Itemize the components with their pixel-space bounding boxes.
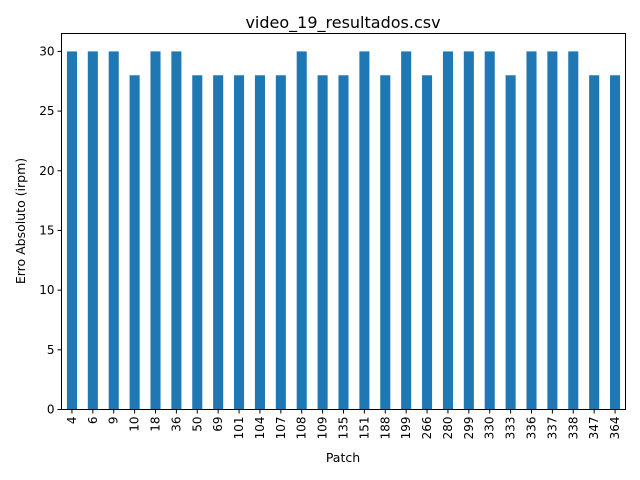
bar-4: [66, 51, 77, 410]
bar-188: [380, 75, 391, 410]
bar-10: [129, 75, 140, 410]
x-tick-label-36: 36: [169, 417, 183, 432]
bar-330: [484, 51, 495, 410]
bar-6: [87, 51, 98, 410]
bar-338: [568, 51, 579, 410]
y-tick-label-20: 20: [39, 164, 54, 178]
x-tick-label-299: 299: [462, 417, 476, 440]
bar-336: [526, 51, 537, 410]
x-tick-label-18: 18: [149, 417, 163, 432]
x-tick-label-6: 6: [86, 417, 100, 425]
x-tick-label-266: 266: [420, 417, 434, 440]
y-tick-label-15: 15: [39, 223, 54, 237]
bar-108: [296, 51, 307, 410]
x-tick-label-338: 338: [566, 417, 580, 440]
x-tick-label-10: 10: [128, 417, 142, 432]
bar-69: [213, 75, 224, 410]
bar-266: [422, 75, 433, 410]
bar-199: [401, 51, 412, 410]
bar-101: [234, 75, 245, 410]
bar-151: [359, 51, 370, 410]
bar-107: [275, 75, 286, 410]
x-tick-label-69: 69: [211, 417, 225, 432]
bars-group: [66, 51, 621, 410]
bar-280: [442, 51, 453, 410]
y-axis: 0 5 10 15 20 25 30: [39, 44, 62, 417]
y-tick-label-25: 25: [39, 104, 54, 118]
x-tick-label-9: 9: [107, 417, 121, 425]
x-tick-label-347: 347: [587, 417, 601, 440]
y-tick-label-10: 10: [39, 283, 54, 297]
chart-title: video_19_resultados.csv: [245, 13, 440, 33]
bar-333: [505, 75, 516, 410]
x-tick-label-188: 188: [378, 417, 392, 440]
bar-36: [171, 51, 182, 410]
bar-50: [192, 75, 203, 410]
plot-frame: [61, 33, 626, 410]
bar-104: [254, 75, 265, 410]
x-tick-label-50: 50: [190, 417, 204, 432]
x-tick-label-101: 101: [232, 417, 246, 440]
bar-18: [150, 51, 161, 410]
bar-347: [589, 75, 600, 410]
bar-9: [108, 51, 119, 410]
x-tick-label-4: 4: [65, 417, 79, 425]
x-tick-label-364: 364: [608, 417, 622, 440]
x-tick-label-107: 107: [274, 417, 288, 440]
x-tick-label-104: 104: [253, 417, 267, 440]
y-tick-label-0: 0: [47, 403, 55, 417]
bar-299: [463, 51, 474, 410]
x-tick-label-337: 337: [545, 417, 559, 440]
x-tick-label-330: 330: [483, 417, 497, 440]
x-tick-label-108: 108: [295, 417, 309, 440]
x-axis: 4 6 9 10 18 36 50 69 101 104 107 108 109 135 151 188 199…: [65, 409, 622, 440]
bar-135: [338, 75, 349, 410]
x-tick-label-151: 151: [357, 417, 371, 440]
x-tick-label-280: 280: [441, 417, 455, 440]
y-axis-label: Erro Absoluto (irpm): [13, 158, 28, 284]
x-tick-label-333: 333: [504, 417, 518, 440]
x-axis-label: Patch: [326, 450, 360, 465]
x-tick-label-135: 135: [337, 417, 351, 440]
y-tick-label-30: 30: [39, 44, 54, 58]
bar-109: [317, 75, 328, 410]
x-tick-label-336: 336: [525, 417, 539, 440]
bar-364: [610, 75, 621, 410]
x-tick-label-199: 199: [399, 417, 413, 440]
x-tick-label-109: 109: [316, 417, 330, 440]
bar-337: [547, 51, 558, 410]
y-tick-label-5: 5: [47, 343, 55, 357]
